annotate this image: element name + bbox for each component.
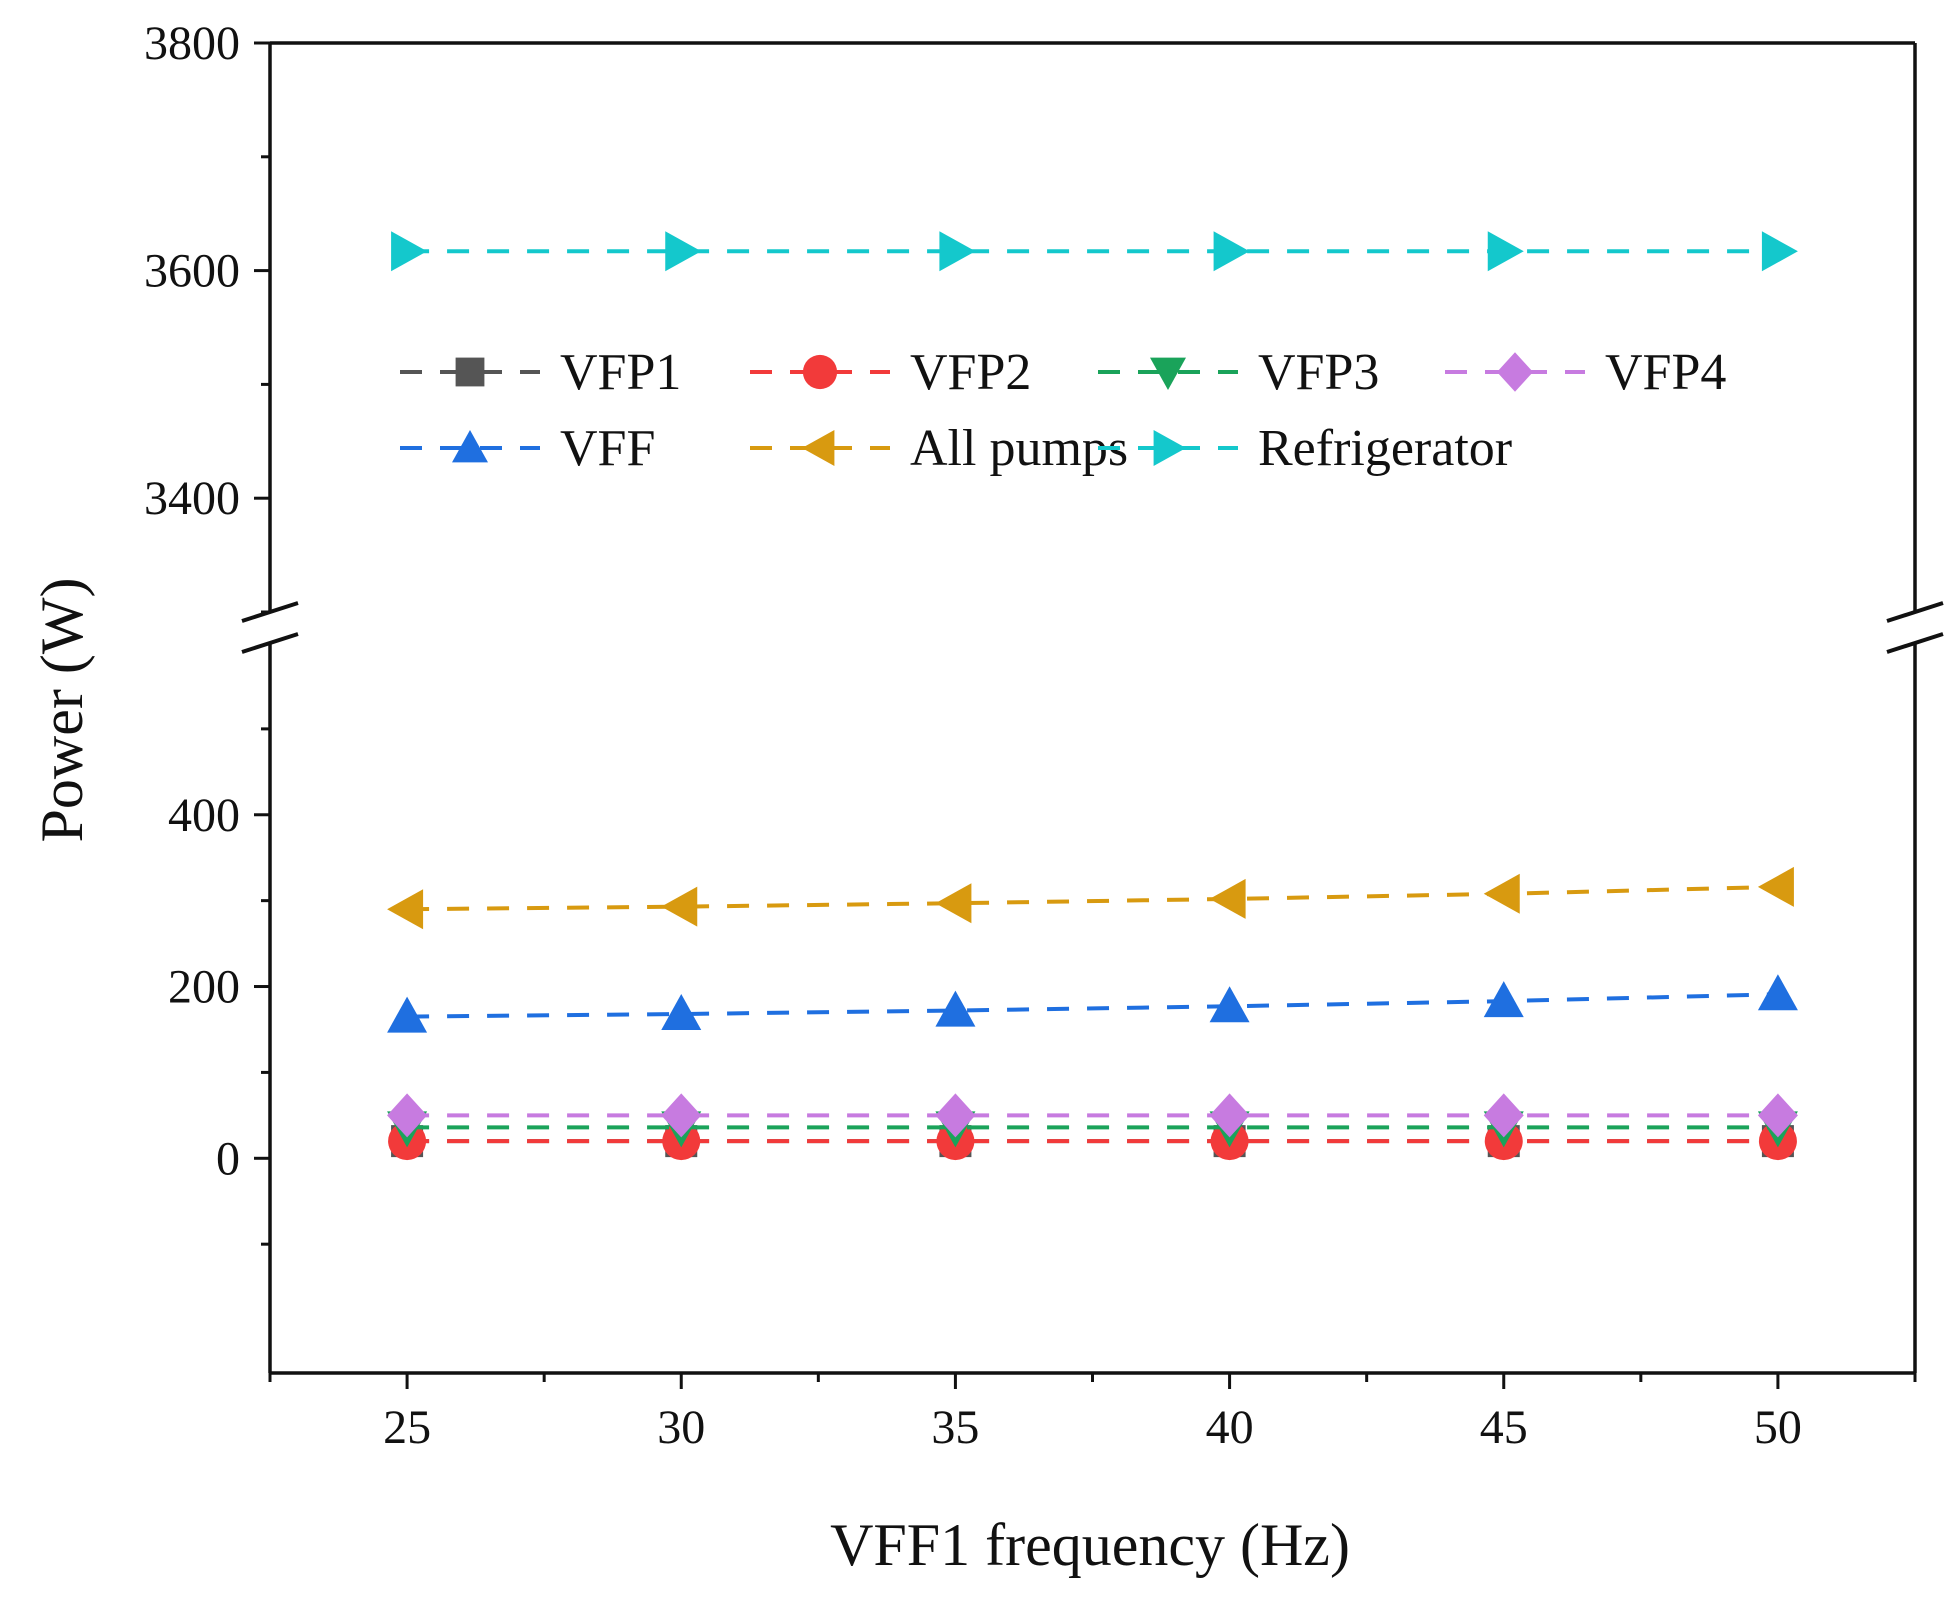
y-tick-label-3400: 3400: [144, 472, 240, 525]
y-tick-label-3600: 3600: [144, 245, 240, 298]
legend-item-vfp2: VFP2: [750, 344, 1031, 401]
data-point-25hz: [387, 1093, 428, 1138]
x-tick-label-30: 30: [657, 1401, 705, 1454]
data-point-35hz: [935, 1093, 976, 1138]
axes-layer: 25 30 35 40 45 50 3400 3600 3800 0 200 400: [144, 17, 1917, 1454]
data-point-40hz: [1209, 986, 1250, 1023]
legend-marker: [452, 430, 488, 463]
y-axis-break-mark: [241, 632, 299, 654]
data-point-40hz: [1209, 1093, 1250, 1138]
data-point-30hz: [661, 886, 698, 927]
legend-marker: [1497, 352, 1533, 392]
data-point-30hz: [665, 231, 702, 272]
data-point-50hz: [1761, 231, 1798, 272]
x-tick-label-35: 35: [931, 1401, 979, 1454]
data-point-45hz: [1483, 873, 1520, 914]
legend-item-vfp4: VFP4: [1445, 344, 1726, 401]
series-refrigerator: [391, 231, 1798, 272]
data-point-50hz: [1757, 866, 1794, 907]
data-point-45hz: [1483, 1093, 1524, 1138]
x-tick-label-50: 50: [1754, 1401, 1802, 1454]
series-line: [407, 884, 1778, 912]
series-layer: [387, 231, 1798, 1161]
legend-label: All pumps: [910, 420, 1128, 477]
series-vfp4: [387, 1093, 1798, 1138]
y-tick-label-200: 200: [168, 961, 240, 1014]
series-vff: [387, 974, 1798, 1033]
legend-label: VFP3: [1258, 344, 1379, 401]
y-tick-label-0: 0: [216, 1132, 240, 1185]
legend-marker: [1153, 430, 1186, 466]
data-point-45hz: [1487, 231, 1524, 272]
legend-label: VFP2: [910, 344, 1031, 401]
data-point-35hz: [935, 883, 972, 924]
legend-label: VFP4: [1605, 344, 1726, 401]
legend-marker: [802, 354, 838, 390]
legend-item-vff: VFF: [400, 420, 655, 477]
right-axis-break-mark: [1886, 601, 1944, 623]
series-all-pumps: [387, 866, 1794, 930]
data-point-30hz: [661, 1093, 702, 1138]
legend-label: Refrigerator: [1258, 420, 1512, 477]
data-point-35hz: [935, 990, 976, 1027]
legend-marker: [802, 430, 835, 466]
legend-marker: [455, 357, 485, 387]
legend-item-refrigerator: Refrigerator: [1098, 420, 1512, 477]
right-axis-break-mark: [1886, 632, 1944, 654]
data-point-25hz: [391, 231, 428, 272]
legend-label: VFP1: [560, 344, 681, 401]
y-tick-label-3800: 3800: [144, 17, 240, 70]
legend-item-vfp3: VFP3: [1098, 344, 1379, 401]
legend-item-vfp1: VFP1: [400, 344, 681, 401]
data-point-40hz: [1209, 878, 1246, 919]
data-point-45hz: [1483, 981, 1524, 1018]
data-point-50hz: [1757, 974, 1798, 1011]
x-tick-label-40: 40: [1206, 1401, 1254, 1454]
data-point-25hz: [387, 889, 424, 930]
legend-item-all-pumps: All pumps: [750, 420, 1128, 477]
x-tick-label-25: 25: [383, 1401, 431, 1454]
legend: VFP1 VFP2 VFP3 VFP4 VFF All pumps Refrigerator: [400, 344, 1726, 477]
data-point-30hz: [661, 994, 702, 1031]
data-point-25hz: [387, 996, 428, 1033]
legend-label: VFF: [560, 420, 655, 477]
x-axis-label: VFF1 frequency (Hz): [830, 1512, 1350, 1578]
series-line: [407, 992, 1778, 1019]
data-point-50hz: [1757, 1093, 1798, 1138]
y-axis-label: Power (W): [29, 578, 95, 843]
data-point-35hz: [939, 231, 976, 272]
y-tick-label-400: 400: [168, 789, 240, 842]
legend-marker: [1150, 357, 1186, 390]
x-tick-label-45: 45: [1480, 1401, 1528, 1454]
data-point-40hz: [1213, 231, 1250, 272]
